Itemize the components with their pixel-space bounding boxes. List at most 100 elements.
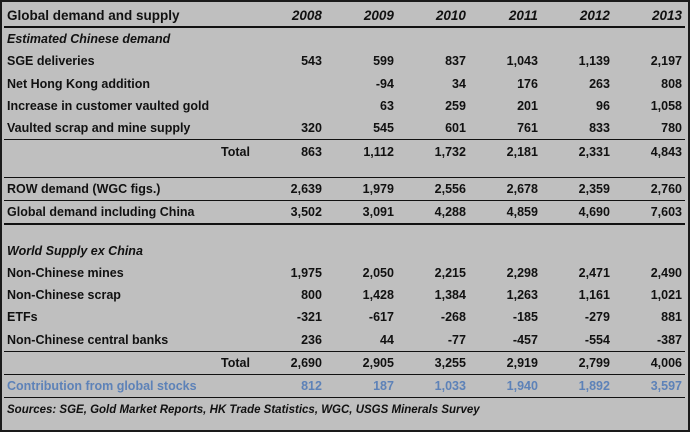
value-cell: 2,556	[396, 176, 469, 201]
value-cell: 63	[380, 99, 394, 114]
value-cell: -185	[512, 310, 538, 325]
sources-row: Sources: SGE, Gold Market Reports, HK Tr…	[4, 398, 685, 421]
row-label: ETFs	[7, 310, 38, 325]
chinese-demand-row: SGE deliveries 543 599 837 1,043 1,139 2,197	[4, 50, 685, 72]
row-label: Non-Chinese scrap	[7, 288, 121, 303]
value-cell: 599	[373, 54, 394, 69]
value-cell: -554	[584, 332, 610, 347]
value-cell: 34	[452, 76, 466, 91]
chinese-demand-row: Net Hong Kong addition -94 34 176 263 808	[4, 73, 685, 95]
value-cell: 543	[301, 54, 322, 69]
value-cell: 3,255	[396, 350, 469, 375]
total-label: Total	[4, 350, 253, 375]
value-cell: -387	[656, 332, 682, 347]
row-demand-row: ROW demand (WGC figs.) 2,639 1,979 2,556 2,6…	[4, 176, 685, 201]
table-title: Global demand and supply	[4, 4, 253, 28]
value-cell: 3,597	[612, 374, 685, 399]
world-supply-row: Non-Chinese scrap 800 1,428 1,384 1,263 1,161…	[4, 284, 685, 306]
row-label: Global demand including China	[4, 200, 253, 226]
year-header: 2012	[540, 4, 613, 28]
row-label: SGE deliveries	[7, 54, 95, 69]
section-heading-row: Estimated Chinese demand	[4, 27, 685, 50]
value-cell: 2,215	[434, 265, 466, 280]
value-cell: 863	[252, 139, 325, 163]
year-header: 2009	[324, 4, 397, 28]
spacer-row	[4, 224, 685, 239]
chinese-demand-row: Vaulted scrap and mine supply 320 545 601 76…	[4, 117, 685, 140]
value-cell: 4,859	[468, 200, 541, 226]
world-supply-row: Non-Chinese mines 1,975 2,050 2,215 2,298 2,4…	[4, 262, 685, 284]
value-cell: 545	[373, 121, 394, 136]
value-cell: 1,975	[290, 265, 322, 280]
value-cell: 2,471	[578, 265, 610, 280]
contribution-row: Contribution from global stocks 812 187 1,0…	[4, 374, 685, 399]
sources-note: Sources: SGE, Gold Market Reports, HK Tr…	[7, 403, 480, 416]
value-cell: 96	[596, 99, 610, 114]
value-cell: 44	[380, 332, 394, 347]
global-demand-supply-table: Global demand and supply 2008 2009 2010 …	[4, 4, 685, 421]
value-cell: 601	[445, 121, 466, 136]
value-cell: 2,919	[468, 350, 541, 375]
value-cell: 2,181	[468, 139, 541, 163]
section-heading-world-supply: World Supply ex China	[7, 243, 143, 258]
chinese-demand-row: Increase in customer vaulted gold 63 259 20…	[4, 95, 685, 117]
value-cell: 761	[517, 121, 538, 136]
value-cell: 3,091	[324, 200, 397, 226]
value-cell: 1,732	[396, 139, 469, 163]
value-cell: 2,905	[324, 350, 397, 375]
value-cell: 1,892	[540, 374, 613, 399]
value-cell: -77	[447, 332, 466, 347]
value-cell: 1,112	[324, 139, 397, 163]
value-cell: 800	[301, 288, 322, 303]
value-cell: 812	[252, 374, 325, 399]
value-cell: 1,058	[650, 99, 682, 114]
value-cell: 1,428	[362, 288, 394, 303]
value-cell: -617	[368, 310, 394, 325]
value-cell	[253, 73, 325, 95]
row-label: Net Hong Kong addition	[7, 76, 151, 91]
value-cell: 780	[661, 121, 682, 136]
value-cell: 2,298	[506, 265, 538, 280]
value-cell: -94	[375, 76, 394, 91]
row-label: ROW demand (WGC figs.)	[4, 176, 253, 201]
value-cell: 2,799	[540, 350, 613, 375]
row-label: Vaulted scrap and mine supply	[7, 121, 191, 136]
value-cell: 881	[661, 310, 682, 325]
section-heading-chinese-demand: Estimated Chinese demand	[7, 32, 171, 47]
global-demand-row: Global demand including China 3,502 3,091 4…	[4, 200, 685, 226]
value-cell: 1,021	[650, 288, 682, 303]
value-cell: 1,384	[434, 288, 466, 303]
world-supply-row: ETFs -321 -617 -268 -185 -279 881	[4, 306, 685, 328]
value-cell: 3,502	[252, 200, 325, 226]
value-cell	[253, 95, 325, 117]
row-label: Non-Chinese central banks	[7, 332, 169, 347]
table-body: Global demand and supply 2008 2009 2010 …	[4, 4, 685, 421]
year-header: 2011	[468, 4, 541, 28]
row-label: Contribution from global stocks	[4, 374, 253, 399]
value-cell: 837	[445, 54, 466, 69]
value-cell: 7,603	[612, 200, 685, 226]
value-cell: 2,639	[252, 176, 325, 201]
value-cell: 1,139	[578, 54, 610, 69]
china-total-row: Total 863 1,112 1,732 2,181 2,331 4,843	[4, 139, 685, 163]
value-cell: 2,359	[540, 176, 613, 201]
value-cell: 1,043	[506, 54, 538, 69]
value-cell: 4,006	[612, 350, 685, 375]
year-header: 2013	[612, 4, 685, 28]
value-cell: 833	[589, 121, 610, 136]
spacer-row	[4, 163, 685, 178]
value-cell: 1,161	[578, 288, 610, 303]
value-cell: 2,690	[252, 350, 325, 375]
value-cell: 187	[324, 374, 397, 399]
value-cell: 2,197	[650, 54, 682, 69]
value-cell: 2,760	[612, 176, 685, 201]
row-label: Non-Chinese mines	[7, 265, 124, 280]
value-cell: 2,331	[540, 139, 613, 163]
value-cell: 236	[301, 332, 322, 347]
value-cell: 808	[661, 76, 682, 91]
value-cell: 201	[517, 99, 538, 114]
value-cell: 1,033	[396, 374, 469, 399]
value-cell: -268	[440, 310, 466, 325]
value-cell: 2,490	[650, 265, 682, 280]
